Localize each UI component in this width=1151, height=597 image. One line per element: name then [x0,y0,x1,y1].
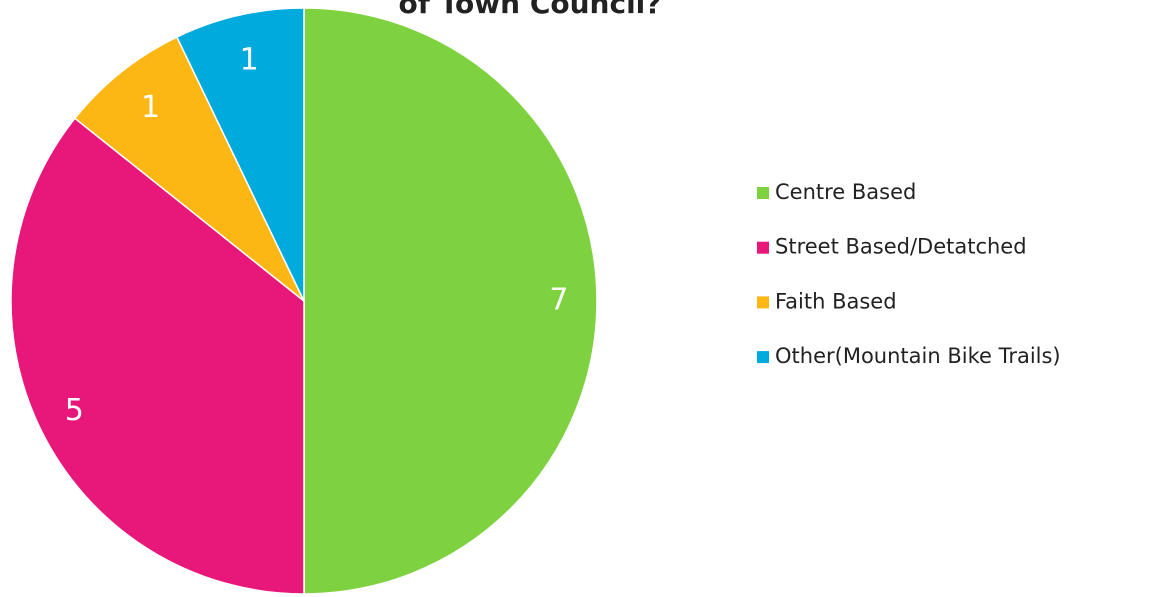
pie-slice [10,117,305,595]
legend-label: Street Based/Detatched [775,235,1027,259]
pie-slice [303,7,598,595]
legend-swatch [757,241,769,254]
legend-label: Centre Based [775,180,916,204]
legend-swatch [757,351,769,364]
data-label: 1 [240,43,259,78]
data-label: 1 [141,90,160,125]
legend-label: Other(Mountain Bike Trails) [775,344,1061,368]
chart-title: of Town Council? [398,0,661,20]
pie-slice [73,36,305,302]
legend-label: Faith Based [775,289,897,313]
data-label: 5 [65,393,84,428]
legend-swatch [757,296,769,309]
pie-slice [175,7,305,302]
data-label: 7 [549,283,568,318]
legend-swatch [757,187,769,199]
